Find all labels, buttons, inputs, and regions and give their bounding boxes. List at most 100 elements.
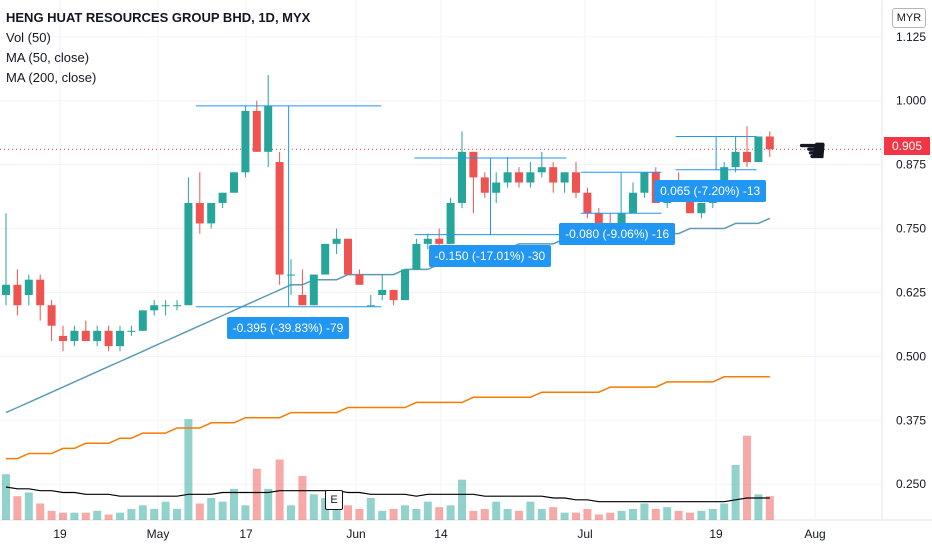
volume-bar	[252, 468, 261, 520]
measure-label[interactable]: -0.395 (-39.83%) -79	[226, 316, 350, 339]
y-tick-label: 0.250	[896, 477, 926, 491]
chart-grid	[0, 0, 932, 521]
measure-tools[interactable]	[196, 105, 757, 308]
volume-bar	[458, 479, 466, 520]
legend-volume[interactable]: Vol (50)	[6, 30, 51, 45]
candle-body	[195, 202, 204, 224]
legend-ma200[interactable]: MA (200, close)	[6, 70, 97, 85]
volume-bar	[366, 498, 375, 520]
volume-bar	[195, 503, 204, 520]
volume-bar	[583, 509, 592, 520]
volume-bar	[572, 512, 580, 520]
volume-ma-line	[5, 486, 770, 503]
volume-bar	[697, 510, 706, 520]
volume-bar	[765, 496, 774, 520]
volume-bar	[13, 496, 22, 520]
volume-bar	[81, 512, 90, 520]
chart-legend: HENG HUAT RESOURCES GROUP BHD, 1D, MYX V…	[6, 8, 310, 88]
candle-body	[138, 310, 147, 331]
volume-bar	[241, 505, 250, 520]
candle-body	[617, 213, 626, 224]
x-tick-label: 14	[434, 527, 448, 541]
x-axis[interactable]: 19 May 17 Jun 14 Jul 19 Aug	[53, 527, 825, 541]
y-axis[interactable]: 1.125 1.000 0.875 0.750 0.625 0.500 0.375 0.250	[896, 30, 926, 491]
volume-bar	[412, 509, 421, 520]
candle-body	[173, 305, 181, 307]
volume-bar	[606, 512, 615, 520]
volume-bar	[492, 501, 501, 520]
volume-bar	[401, 505, 409, 520]
candle-body	[743, 151, 751, 163]
candle-body	[218, 192, 227, 203]
volume-bar	[743, 435, 751, 520]
volume-bar	[264, 488, 273, 520]
legend-ma50[interactable]: MA (50, close)	[6, 50, 90, 65]
y-tick-label: 1.125	[896, 30, 926, 44]
volume-bar	[104, 514, 113, 520]
candle-body	[389, 289, 398, 301]
measure-label[interactable]: -0.150 (-17.01%) -30	[428, 244, 552, 267]
y-tick-label: 0.625	[896, 285, 926, 299]
volume-bar	[720, 503, 729, 520]
candle-body	[93, 330, 102, 342]
volume-bar	[218, 501, 227, 520]
volume-bar	[275, 459, 284, 520]
candle-body	[24, 279, 33, 296]
candle-body	[2, 284, 10, 296]
candle-body	[184, 202, 193, 306]
x-tick-label: 19	[53, 527, 67, 541]
volume-bar	[754, 494, 763, 520]
candle-body	[469, 151, 478, 178]
candle-body	[81, 330, 90, 342]
volume-bar	[230, 488, 238, 520]
x-tick-label: May	[147, 527, 170, 541]
volume-bar	[469, 510, 478, 520]
y-tick-label: 0.750	[896, 222, 926, 236]
volume-bar	[161, 501, 170, 520]
volume-bar	[207, 498, 216, 520]
currency-button[interactable]: MYR	[892, 8, 926, 28]
volume-bar	[150, 509, 159, 520]
volume-bar	[651, 509, 660, 520]
y-tick-label: 0.375	[896, 413, 926, 427]
y-tick-label: 0.875	[896, 158, 926, 172]
volume-bar	[708, 509, 717, 520]
candle-body	[275, 162, 284, 275]
candle-body	[412, 243, 421, 270]
x-tick-label: Jun	[346, 527, 365, 541]
volume-bar	[446, 505, 455, 520]
candle-body	[207, 202, 216, 224]
last-price-label: 0.905	[884, 137, 930, 155]
candle-body	[378, 289, 387, 296]
candle-body	[36, 279, 45, 306]
volume-bar	[70, 512, 79, 520]
earnings-marker[interactable]: E	[325, 490, 343, 510]
volume-bar	[423, 501, 432, 520]
candle-body	[697, 202, 706, 214]
volume-bar	[47, 510, 56, 520]
ma50-line	[5, 217, 771, 414]
symbol-title[interactable]: HENG HUAT RESOURCES GROUP BHD, 1D, MYX	[6, 10, 311, 25]
measure-label[interactable]: -0.080 (-9.06%) -16	[559, 223, 676, 246]
candle-body	[321, 243, 330, 275]
candle-body	[492, 182, 501, 193]
candle-body	[264, 105, 273, 152]
candle-body	[572, 172, 580, 193]
candle-body	[594, 213, 603, 224]
candle-body	[298, 295, 307, 306]
candle-body	[127, 330, 136, 332]
volume-bar	[309, 494, 318, 520]
candle-body	[640, 172, 649, 193]
volume-bars	[2, 419, 774, 520]
candle-body	[47, 305, 56, 326]
candle-body	[104, 330, 113, 347]
volume-bar	[2, 474, 10, 520]
x-tick-label: Jul	[577, 527, 592, 541]
volume-bar	[515, 510, 523, 520]
candle-body	[446, 202, 455, 244]
y-tick-label: 1.000	[896, 94, 926, 108]
measure-label[interactable]: 0.065 (-7.20%) -13	[654, 179, 767, 202]
volume-bar	[674, 510, 683, 520]
candle-body	[503, 172, 512, 183]
